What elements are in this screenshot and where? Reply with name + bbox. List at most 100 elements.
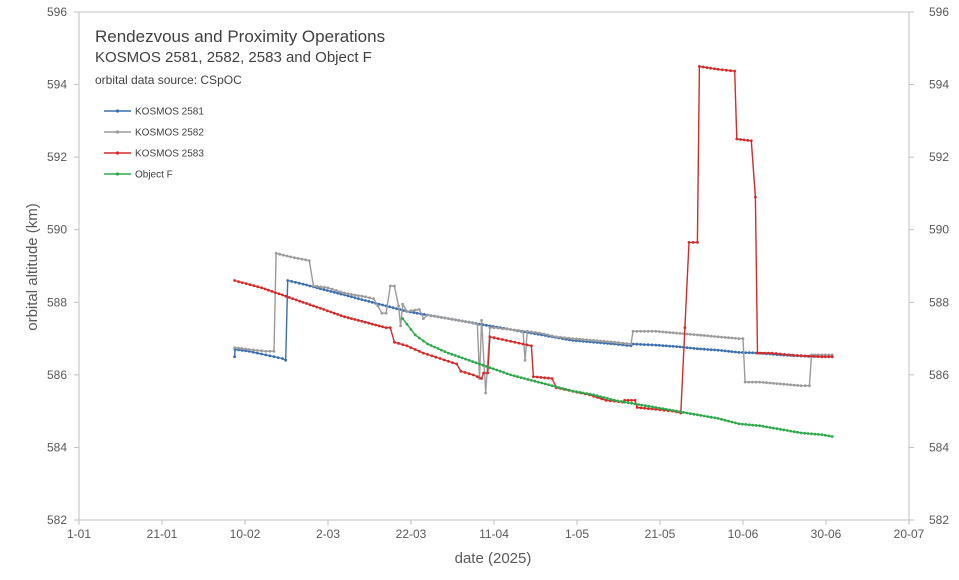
data-point [237, 280, 240, 283]
data-point [256, 351, 259, 355]
x-axis-title: date (2025) [455, 550, 532, 567]
data-point [401, 302, 405, 306]
data-point [405, 310, 409, 313]
data-point [713, 416, 716, 420]
data-point [630, 401, 633, 405]
data-point [592, 339, 595, 342]
data-point [713, 67, 716, 71]
data-point [455, 362, 459, 366]
data-point [264, 353, 268, 357]
data-point [471, 373, 475, 377]
data-point [384, 311, 388, 315]
data-point [803, 431, 806, 435]
data-point [568, 388, 571, 392]
data-point [820, 433, 824, 437]
data-point [698, 65, 701, 68]
data-point [464, 357, 467, 361]
data-point [723, 418, 727, 422]
data-point [284, 358, 288, 362]
data-point [702, 334, 706, 337]
x-tick-label: 10-06 [728, 527, 759, 541]
data-point [671, 331, 675, 335]
data-point [796, 384, 799, 387]
data-point [646, 329, 650, 333]
data-point [488, 335, 492, 339]
data-point [654, 406, 658, 409]
data-point [296, 257, 300, 260]
data-point [350, 295, 353, 299]
data-point [312, 304, 315, 308]
data-point [602, 396, 606, 399]
data-point [685, 332, 689, 336]
data-point [654, 343, 658, 347]
data-point [713, 335, 716, 338]
data-point [713, 348, 716, 352]
data-point [377, 324, 381, 328]
data-point [346, 316, 350, 320]
data-point [417, 349, 421, 353]
data-point [547, 383, 550, 387]
data-point [334, 289, 338, 292]
data-point [706, 348, 710, 351]
data-point [260, 352, 263, 356]
data-point [450, 352, 454, 356]
data-point [281, 293, 284, 297]
data-point [536, 380, 540, 384]
data-point [426, 313, 429, 317]
data-point [691, 241, 695, 244]
data-point [709, 348, 713, 352]
x-tick-label: 22-03 [396, 527, 427, 541]
data-point [661, 407, 665, 411]
data-point [513, 340, 517, 344]
data-point [380, 311, 384, 315]
data-point [651, 405, 654, 409]
data-point [429, 314, 433, 317]
legend-item: Object F [104, 170, 173, 181]
data-point [284, 294, 288, 298]
data-point [706, 334, 710, 338]
data-point [696, 241, 699, 244]
data-point [692, 347, 696, 350]
data-point [646, 343, 650, 347]
data-point [683, 326, 687, 330]
data-point [525, 329, 529, 333]
data-point [384, 326, 388, 330]
data-point [451, 361, 454, 364]
data-point [702, 347, 706, 351]
data-point [360, 298, 364, 301]
data-point [460, 319, 464, 323]
data-point [687, 241, 691, 244]
data-point [543, 376, 546, 380]
data-point [696, 333, 699, 337]
data-point [588, 338, 592, 342]
data-point [639, 406, 643, 410]
data-point [388, 305, 391, 309]
data-point [743, 380, 747, 384]
data-point [563, 336, 566, 340]
data-point [763, 351, 767, 355]
data-point [650, 329, 654, 333]
data-point [701, 65, 705, 69]
data-point [485, 323, 488, 327]
data-point [746, 139, 750, 142]
data-point [332, 311, 336, 315]
data-point [709, 334, 713, 338]
x-tick-label: 10-02 [230, 527, 261, 541]
data-point [581, 338, 585, 341]
data-point [409, 309, 413, 313]
data-point [240, 347, 244, 350]
ticks-group [74, 11, 914, 525]
data-point [678, 410, 682, 414]
data-point [692, 412, 696, 416]
data-point [236, 346, 240, 350]
data-point [433, 345, 436, 349]
data-point [326, 286, 330, 290]
series-layer [233, 65, 834, 438]
data-point [492, 336, 496, 340]
data-point [772, 381, 775, 385]
data-point [709, 66, 712, 70]
data-point [429, 344, 433, 347]
data-point [564, 388, 568, 391]
data-point [485, 365, 488, 368]
data-point [500, 327, 504, 330]
